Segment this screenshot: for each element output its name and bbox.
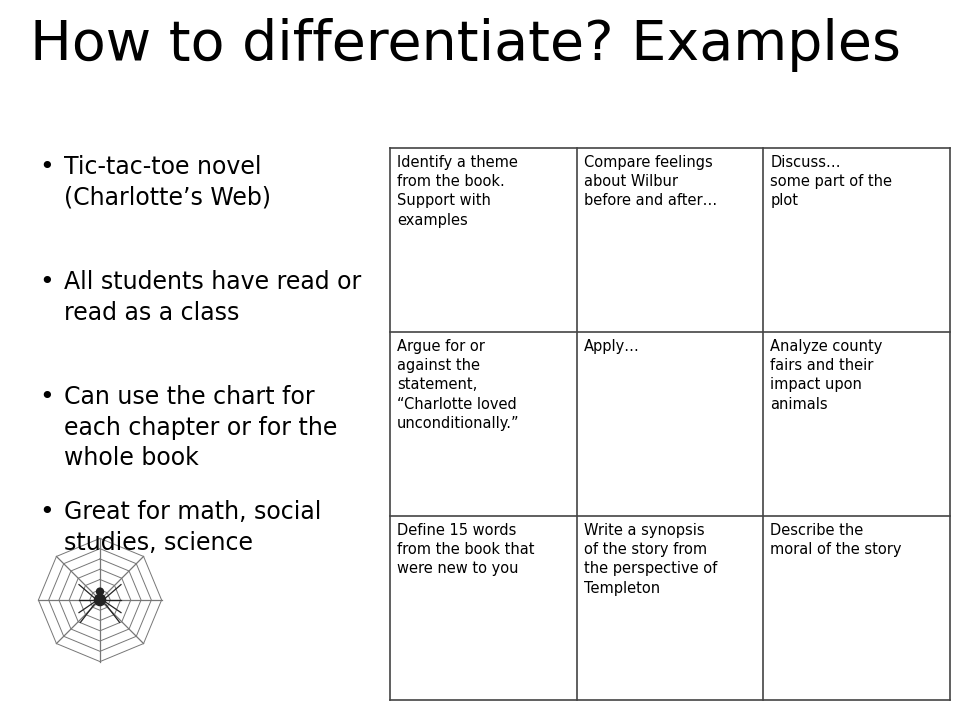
Text: Discuss…
some part of the
plot: Discuss… some part of the plot (770, 155, 893, 208)
Text: •: • (39, 155, 55, 179)
Text: •: • (39, 270, 55, 294)
Text: Identify a theme
from the book.
Support with
examples: Identify a theme from the book. Support … (397, 155, 517, 228)
Text: Describe the
moral of the story: Describe the moral of the story (770, 523, 901, 557)
Text: Argue for or
against the
statement,
“Charlotte loved
unconditionally.”: Argue for or against the statement, “Cha… (397, 339, 519, 431)
Text: Define 15 words
from the book that
were new to you: Define 15 words from the book that were … (397, 523, 535, 577)
Text: All students have read or
read as a class: All students have read or read as a clas… (63, 270, 361, 325)
Circle shape (97, 588, 104, 595)
Text: Write a synopsis
of the story from
the perspective of
Templeton: Write a synopsis of the story from the p… (584, 523, 717, 595)
Text: Compare feelings
about Wilbur
before and after…: Compare feelings about Wilbur before and… (584, 155, 717, 208)
Text: Great for math, social
studies, science: Great for math, social studies, science (63, 500, 321, 554)
Text: •: • (39, 385, 55, 409)
Text: How to differentiate? Examples: How to differentiate? Examples (30, 18, 901, 72)
Text: Apply…: Apply… (584, 339, 639, 354)
Text: Analyze county
fairs and their
impact upon
animals: Analyze county fairs and their impact up… (770, 339, 882, 412)
Text: •: • (39, 500, 55, 524)
Text: Can use the chart for
each chapter or for the
whole book: Can use the chart for each chapter or fo… (63, 385, 337, 470)
Circle shape (94, 595, 106, 606)
Text: Tic-tac-toe novel
(Charlotte’s Web): Tic-tac-toe novel (Charlotte’s Web) (63, 155, 271, 210)
